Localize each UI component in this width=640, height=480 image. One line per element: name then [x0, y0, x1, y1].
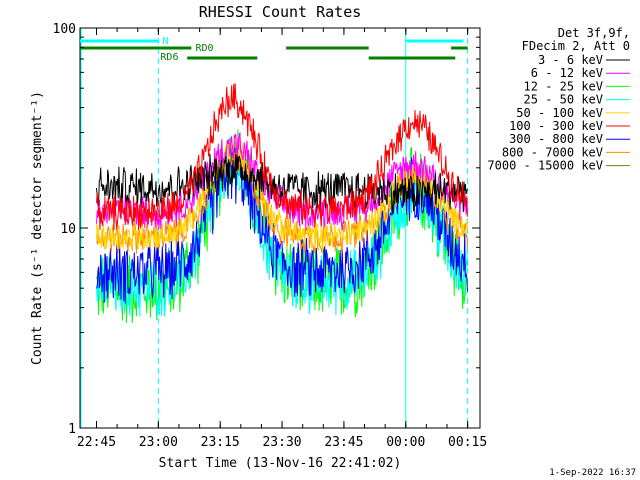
x-tick-label: 23:30 — [262, 435, 301, 450]
series-line-0 — [96, 153, 468, 214]
chart-title: RHESSI Count Rates — [199, 3, 362, 21]
legend-label: 300 - 800 keV — [509, 132, 603, 146]
x-tick-label: 22:45 — [77, 435, 116, 450]
y-tick-label: 100 — [53, 22, 76, 37]
x-tick-label: 23:15 — [201, 435, 240, 450]
y-axis-label: Count Rate (s⁻¹ detector segment⁻¹) — [30, 91, 45, 365]
legend-label: 100 - 300 keV — [509, 119, 603, 133]
y-tick-label: 10 — [60, 222, 76, 237]
flag-label-rd0: RD0 — [195, 43, 213, 54]
legend-title-line-1: Det 3f,9f, — [558, 26, 630, 40]
legend-label: 7000 - 15000 keV — [487, 159, 603, 173]
legend-label: 3 - 6 keV — [538, 53, 603, 67]
legend-title-line-2: FDecim 2, Att 0 — [522, 39, 630, 53]
legend-label: 25 - 50 keV — [524, 93, 603, 107]
x-tick-label: 23:00 — [139, 435, 178, 450]
y-tick-label: 1 — [68, 422, 76, 437]
flag-layer: N RD0 RD6 — [80, 28, 469, 428]
series-layer — [96, 83, 468, 324]
legend-label: 800 - 7000 keV — [502, 145, 603, 159]
x-axis-label: Start Time (13-Nov-16 22:41:02) — [159, 456, 402, 471]
x-tick-label: 23:45 — [324, 435, 363, 450]
legend-label: 6 - 12 keV — [531, 66, 603, 80]
footer-date: 1-Sep-2022 16:37 — [549, 468, 636, 478]
flag-label-rd6: RD6 — [160, 52, 178, 63]
plot-frame — [79, 27, 481, 429]
x-tick-label: 00:15 — [448, 435, 487, 450]
series-line-3 — [96, 135, 468, 317]
x-tick-label: 00:00 — [386, 435, 425, 450]
plot-area: N RD0 RD6 22:45 23:00 23:15 23:30 23:45 00:00 00… — [53, 22, 488, 450]
series-line-5 — [96, 83, 468, 231]
flag-label-n: N — [162, 36, 168, 47]
axis-layer: 22:45 23:00 23:15 23:30 23:45 00:00 00:15 1 10 10… — [53, 22, 488, 450]
series-line-1 — [96, 132, 468, 231]
legend-label: 12 - 25 keV — [524, 79, 603, 93]
legend-label: 50 - 100 keV — [516, 106, 603, 120]
